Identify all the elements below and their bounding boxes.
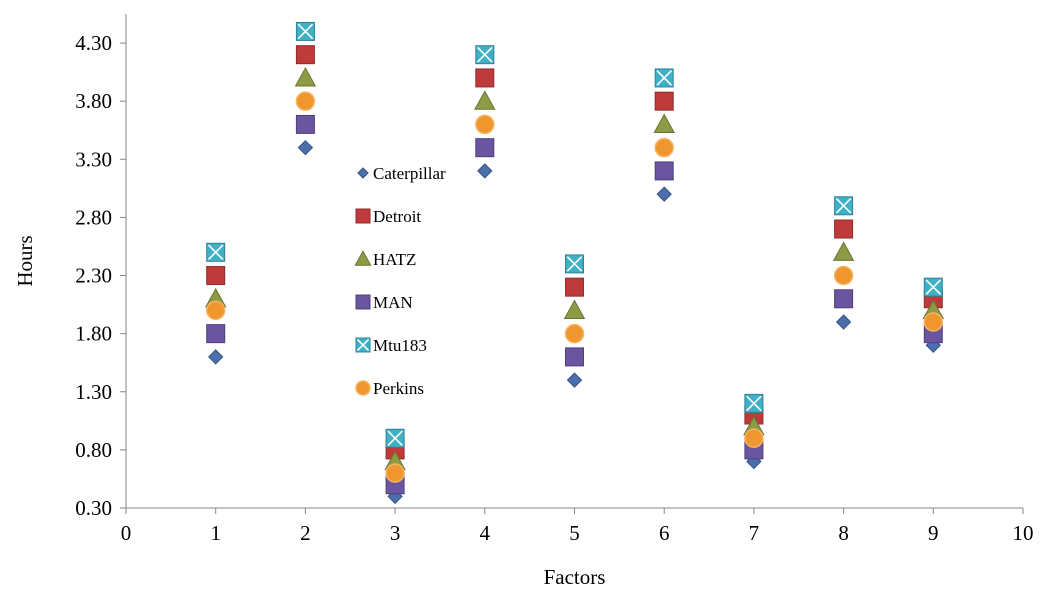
series-perkins-points <box>205 91 944 483</box>
x-tick-label: 8 <box>838 521 849 545</box>
legend-item-caterpillar: Caterpillar <box>357 164 446 183</box>
point-detroit <box>295 45 315 65</box>
x-tick-label: 3 <box>390 521 401 545</box>
legend-label: Perkins <box>373 379 424 398</box>
y-tick-label: 2.80 <box>75 205 112 229</box>
point-mtu183 <box>923 277 943 297</box>
legend-label: HATZ <box>373 250 416 269</box>
x-tick-label: 5 <box>569 521 580 545</box>
series-caterpillar-points <box>207 139 942 505</box>
point-caterpillar <box>656 186 672 202</box>
point-detroit <box>206 266 226 286</box>
legend-item-perkins: Perkins <box>355 379 424 398</box>
legend-label: MAN <box>373 293 413 312</box>
point-hatz <box>653 113 675 134</box>
point-detroit <box>654 91 674 111</box>
point-perkins <box>564 323 585 344</box>
point-mtu183 <box>565 254 584 274</box>
point-perkins <box>295 91 316 111</box>
point-perkins <box>475 114 495 135</box>
x-tick-label: 0 <box>121 521 132 545</box>
y-tick-label: 0.30 <box>75 496 112 520</box>
point-mtu183 <box>654 68 674 88</box>
point-caterpillar <box>566 372 583 388</box>
x-tick-label: 7 <box>749 521 760 545</box>
data-points <box>204 21 945 505</box>
legend-label: Detroit <box>373 207 421 226</box>
point-caterpillar <box>477 163 493 179</box>
point-hatz <box>294 66 317 87</box>
legend-marker-perkins <box>355 380 371 396</box>
point-man <box>654 161 674 181</box>
x-tick-label: 10 <box>1013 521 1034 545</box>
series-man-points <box>206 114 943 495</box>
axes <box>120 14 1024 514</box>
x-tick-label: 1 <box>210 521 221 545</box>
point-mtu183 <box>206 242 226 262</box>
point-perkins <box>385 463 405 483</box>
x-axis-title: Factors <box>544 565 606 589</box>
series-detroit-points <box>206 45 943 460</box>
x-tick-label: 2 <box>300 521 311 545</box>
point-man <box>475 138 495 158</box>
point-caterpillar <box>835 314 852 330</box>
point-detroit <box>565 277 584 297</box>
point-perkins <box>744 428 764 449</box>
point-perkins <box>923 312 944 332</box>
point-hatz <box>832 241 855 261</box>
point-caterpillar <box>207 349 224 365</box>
point-perkins <box>654 137 674 158</box>
point-mtu183 <box>385 428 405 448</box>
y-tick-label: 3.30 <box>75 147 112 171</box>
y-tick-label: 2.30 <box>75 264 112 288</box>
legend-marker-man <box>355 294 371 310</box>
legend: Caterpillar Detroit HATZ MAN Mtu183 Perkins <box>354 164 446 398</box>
y-axis-title: Hours <box>13 235 37 286</box>
point-hatz <box>563 299 586 319</box>
point-hatz <box>474 90 496 110</box>
legend-marker-mtu183 <box>355 337 371 353</box>
x-tick-label: 9 <box>928 521 939 545</box>
point-detroit <box>475 68 495 88</box>
point-mtu183 <box>834 196 854 216</box>
tick-labels: 0.30 0.80 1.30 1.80 2.30 2.80 3.30 3.80 4.30 0 1 2 3… <box>75 31 1033 545</box>
legend-label: Mtu183 <box>373 336 427 355</box>
point-perkins <box>833 265 854 286</box>
legend-label: Caterpillar <box>373 164 446 183</box>
point-man <box>565 347 584 367</box>
y-tick-label: 0.80 <box>75 438 112 462</box>
legend-item-hatz: HATZ <box>354 250 416 269</box>
point-perkins <box>205 300 226 321</box>
point-caterpillar <box>297 139 314 156</box>
point-detroit <box>834 219 854 239</box>
point-man <box>295 114 315 134</box>
point-mtu183 <box>475 45 495 65</box>
x-tick-label: 4 <box>480 521 491 545</box>
series-mtu183-points <box>206 21 943 448</box>
y-tick-label: 4.30 <box>75 31 112 55</box>
point-man <box>206 324 226 344</box>
point-man <box>834 289 854 309</box>
y-tick-label: 1.80 <box>75 322 112 346</box>
point-mtu183 <box>295 21 315 41</box>
y-tick-label: 1.30 <box>75 380 112 404</box>
y-tick-label: 3.80 <box>75 89 112 113</box>
legend-item-detroit: Detroit <box>355 207 421 226</box>
legend-marker-caterpillar <box>357 167 369 179</box>
legend-item-man: MAN <box>355 293 413 312</box>
legend-item-mtu183: Mtu183 <box>355 336 427 355</box>
legend-marker-hatz <box>354 250 372 266</box>
point-mtu183 <box>744 393 764 413</box>
legend-marker-detroit <box>355 208 371 224</box>
x-tick-label: 6 <box>659 521 670 545</box>
